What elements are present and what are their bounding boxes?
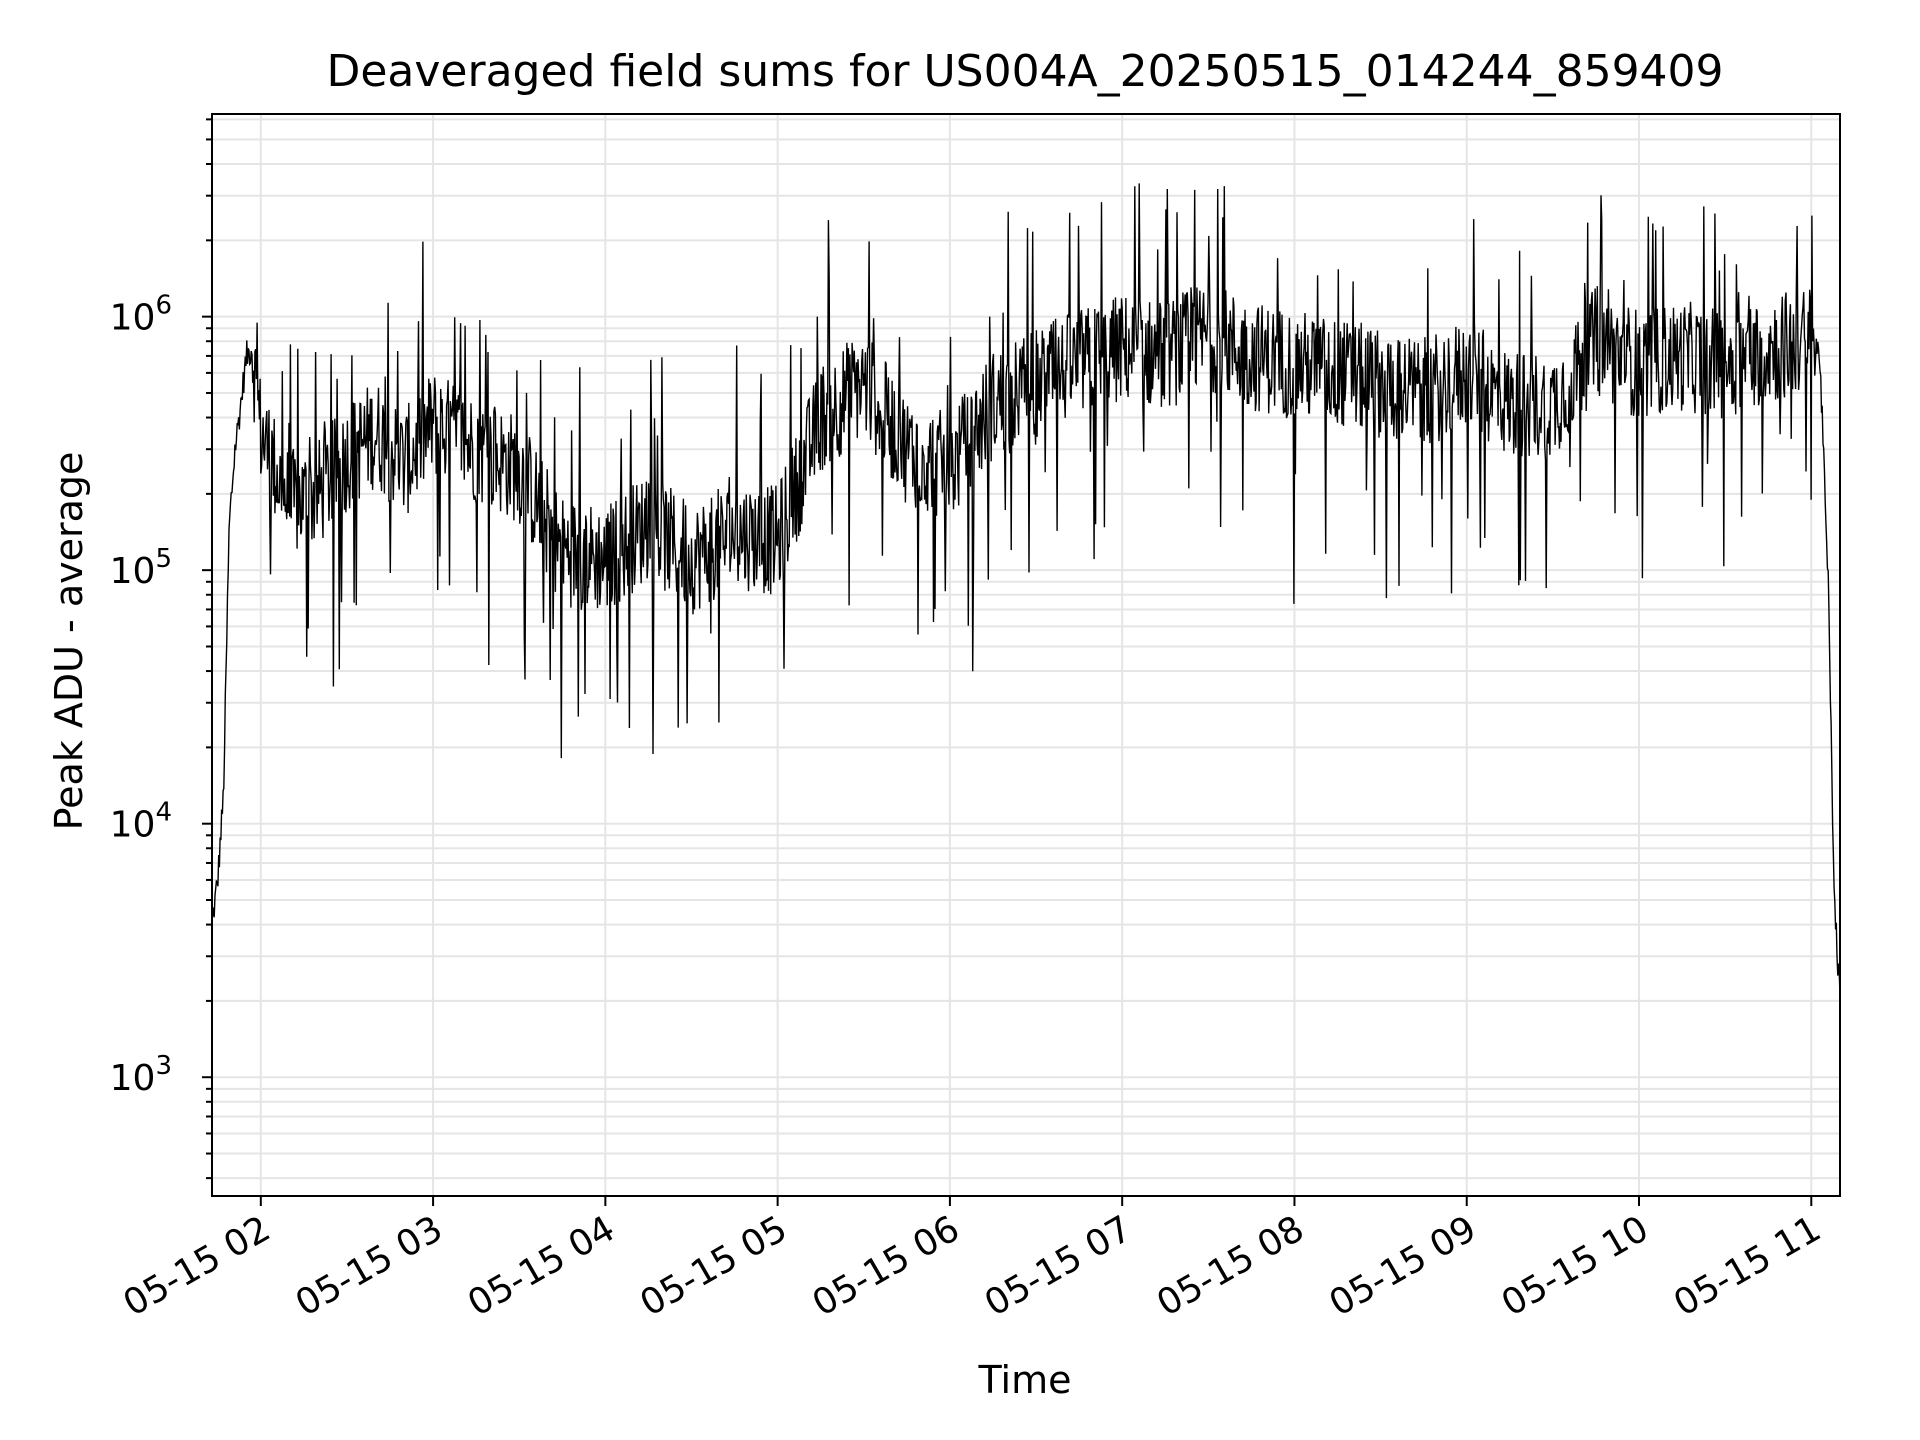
y-tick-label: 105 bbox=[110, 544, 172, 592]
plot-frame bbox=[211, 113, 1841, 1197]
y-tick-label: 104 bbox=[110, 798, 172, 846]
y-axis-ticks: 103 104 105 106 bbox=[110, 118, 212, 1180]
x-axis-label: Time bbox=[978, 1358, 1072, 1402]
series-line bbox=[211, 183, 1841, 997]
chart-title: Deaveraged field sums for US004A_2025051… bbox=[326, 46, 1723, 97]
y-axis-label: Peak ADU - average bbox=[47, 452, 91, 831]
grid bbox=[212, 114, 1840, 1196]
y-tick-label: 103 bbox=[110, 1051, 172, 1099]
series-layer bbox=[211, 183, 1841, 997]
y-tick-label: 106 bbox=[110, 291, 172, 339]
